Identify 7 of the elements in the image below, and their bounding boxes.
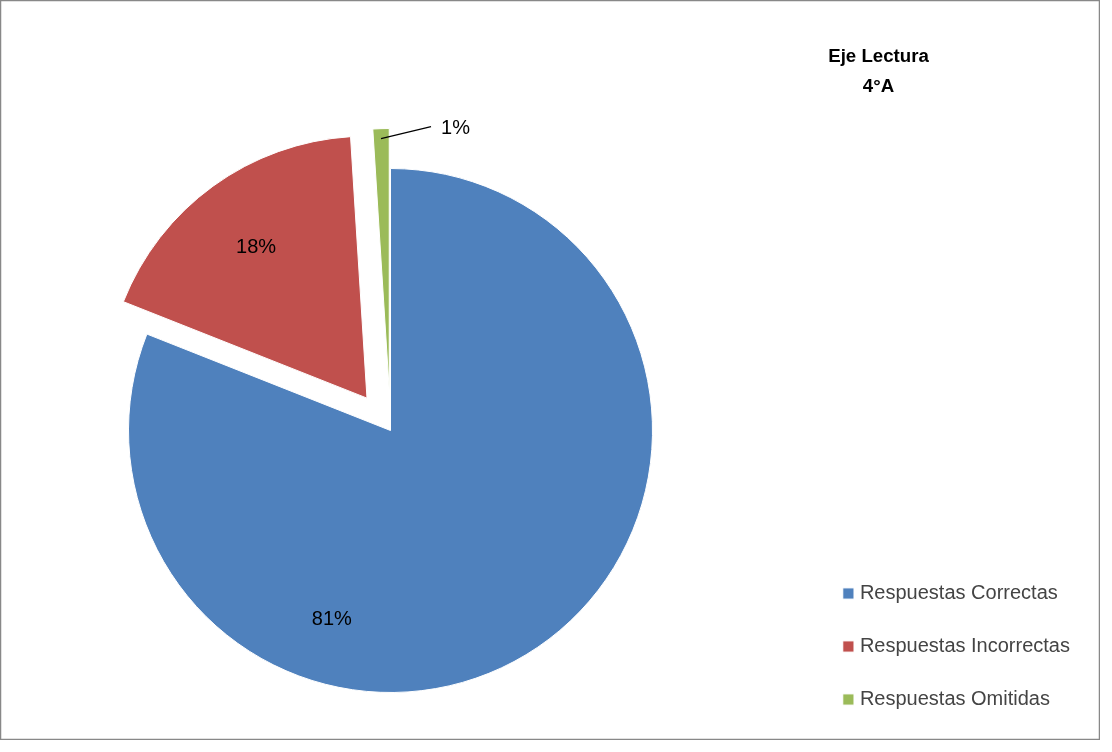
data-label: 1% (441, 115, 471, 138)
data-label: 81% (311, 607, 353, 630)
legend-label: Respuestas Incorrectas (859, 634, 1070, 657)
legend-label: Respuestas Correctas (859, 581, 1058, 604)
legend-label: Respuestas Omitidas (859, 687, 1050, 710)
chart-title: Eje Lectura 4°A (828, 45, 930, 96)
data-label: 18% (236, 234, 277, 257)
